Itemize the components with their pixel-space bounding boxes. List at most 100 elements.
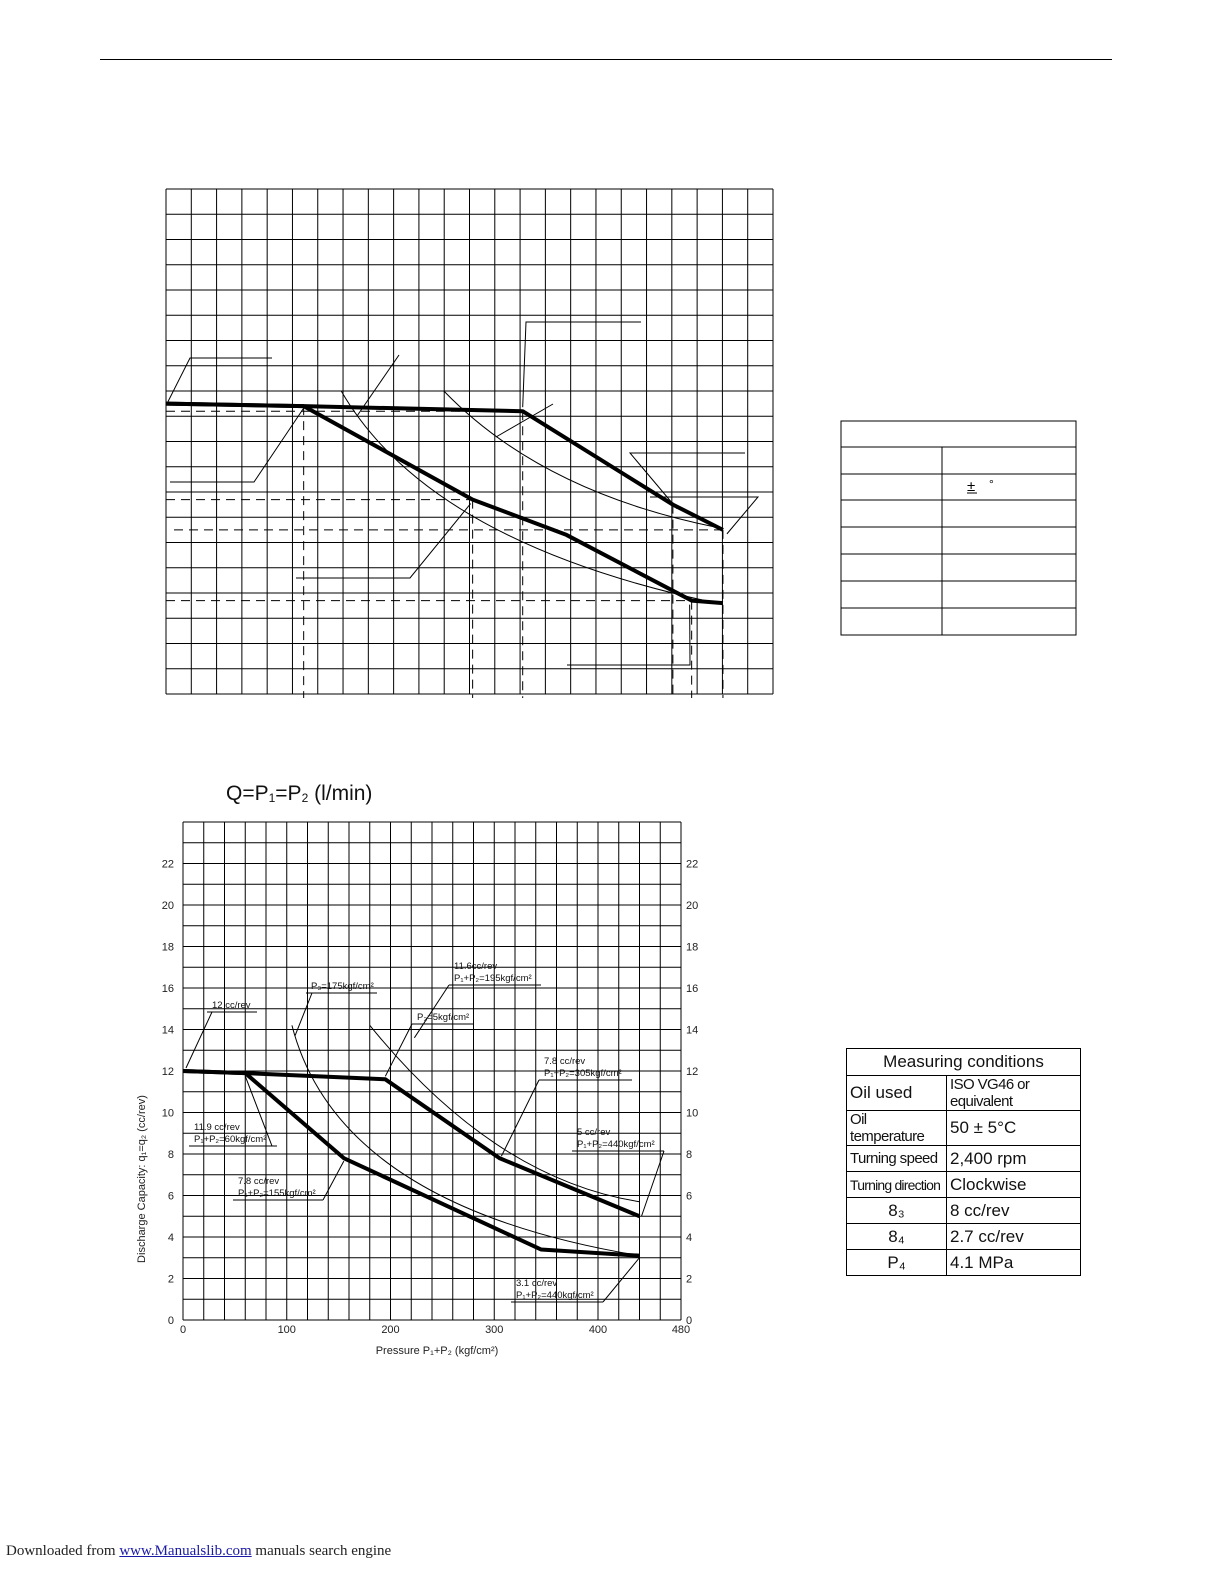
y-tick-label: 4 bbox=[168, 1232, 174, 1244]
row-value: 8 cc/rev bbox=[946, 1197, 1081, 1224]
footer-prefix: Downloaded from bbox=[6, 1543, 120, 1559]
x-tick-label: 0 bbox=[180, 1324, 186, 1336]
y-tick-label: 6 bbox=[168, 1191, 174, 1203]
callout-text: P₃=5kgf/cm² bbox=[417, 1012, 469, 1023]
y-tick-label-right: 0 bbox=[686, 1315, 692, 1327]
callout-text: 7.8 cc/rev bbox=[544, 1056, 585, 1067]
callout-leader bbox=[413, 984, 450, 1039]
header-rule bbox=[100, 59, 1112, 60]
x-tick-label: 300 bbox=[485, 1324, 503, 1336]
degree-symbol: ° bbox=[989, 477, 994, 491]
chart-2-callouts: 12 cc/rev P₃=175kgf/cm² 11.6cc/revP₁+P₂=19… bbox=[185, 961, 665, 1303]
x-tick-label: 100 bbox=[278, 1324, 296, 1336]
y-tick-label: 12 bbox=[162, 1066, 174, 1078]
y-tick-label-right: 12 bbox=[686, 1066, 698, 1078]
table-row: 8₄ 2.7 cc/rev bbox=[846, 1223, 1081, 1250]
chart-1-series bbox=[165, 401, 724, 606]
callout-leader bbox=[567, 604, 691, 666]
thin-curve bbox=[369, 1025, 640, 1203]
y-tick-label-right: 2 bbox=[686, 1274, 692, 1286]
y-tick-label: 16 bbox=[162, 983, 174, 995]
chart-1-thin-curves bbox=[340, 390, 717, 604]
y-tick-label-right: 18 bbox=[686, 942, 698, 954]
table-row: Oil used ISO VG46 or equivalent bbox=[846, 1075, 1081, 1111]
row-label: 8₄ bbox=[846, 1223, 947, 1250]
chart-2-title: Q=P1=P2 (l/min) bbox=[226, 782, 373, 805]
thin-curve bbox=[443, 390, 717, 528]
row-value: 50 ± 5°C bbox=[946, 1110, 1081, 1146]
x-axis-label: Pressure P₁+P₂ (kgf/cm²) bbox=[376, 1345, 499, 1357]
callout-leader bbox=[628, 452, 745, 509]
callout-text: 11.6cc/rev bbox=[454, 961, 497, 972]
callout-leader bbox=[495, 403, 554, 438]
callout-leader bbox=[641, 1150, 665, 1217]
callout-text: P₃=175kgf/cm² bbox=[311, 981, 374, 992]
callout-text: P₁+P₂=155kgf/cm² bbox=[238, 1188, 316, 1199]
y-tick-label: 2 bbox=[168, 1274, 174, 1286]
y-axis-label: Discharge Capacity: q₁=q₂ (cc/rev) bbox=[136, 1095, 148, 1263]
row-label: Turning direction bbox=[846, 1171, 947, 1198]
series-line bbox=[165, 401, 724, 606]
callout-text: P₁+P₂=440kgf/cm² bbox=[516, 1290, 594, 1301]
callout-leader bbox=[384, 1023, 413, 1077]
plus-minus-symbol: ± bbox=[967, 478, 975, 495]
chart-2-thin-curves bbox=[291, 1025, 640, 1257]
callout-text: P₁+P₂=305kgf/cm² bbox=[544, 1068, 622, 1079]
y-tick-label: 0 bbox=[168, 1315, 174, 1327]
y-tick-label: 8 bbox=[168, 1149, 174, 1161]
callout-text: 7.8 cc/rev bbox=[238, 1176, 279, 1187]
y-tick-label: 14 bbox=[162, 1025, 174, 1037]
chart-1-guides bbox=[166, 406, 724, 698]
y-tick-label-right: 14 bbox=[686, 1025, 698, 1037]
callout-leader bbox=[522, 321, 641, 408]
footer: Downloaded from www.Manualslib.com manua… bbox=[6, 1543, 391, 1560]
measuring-conditions-table: Measuring conditions Oil used ISO VG46 o… bbox=[846, 1048, 1081, 1276]
manualslib-link[interactable]: www.Manualslib.com bbox=[119, 1543, 252, 1559]
callout-leader bbox=[602, 1257, 640, 1303]
footer-suffix: manuals search engine bbox=[251, 1543, 392, 1559]
x-tick-label: 480 bbox=[672, 1324, 690, 1336]
row-label: Turning speed bbox=[846, 1145, 947, 1172]
callout-leader bbox=[356, 354, 400, 417]
y-tick-label: 22 bbox=[162, 859, 174, 871]
y-tick-label: 10 bbox=[162, 1108, 174, 1120]
table-row: Turning speed 2,400 rpm bbox=[846, 1145, 1081, 1172]
table-row: 8₃ 8 cc/rev bbox=[846, 1197, 1081, 1224]
y-tick-label-right: 8 bbox=[686, 1149, 692, 1161]
y-tick-label: 20 bbox=[162, 900, 174, 912]
callout-text: 3.1 cc/rev bbox=[516, 1278, 557, 1289]
row-value: 4.1 MPa bbox=[946, 1249, 1081, 1276]
callout-leader bbox=[167, 357, 272, 402]
row-value: Clockwise bbox=[946, 1171, 1081, 1198]
callout-leader bbox=[650, 496, 760, 535]
callout-leader bbox=[185, 1011, 213, 1069]
series-line bbox=[182, 1069, 640, 1258]
chart-1 bbox=[165, 188, 774, 698]
x-tick-label: 200 bbox=[381, 1324, 399, 1336]
callout-leader bbox=[170, 407, 305, 483]
y-tick-label-right: 16 bbox=[686, 983, 698, 995]
chart-2-series bbox=[182, 1069, 641, 1258]
callout-text: 11.9 cc/rev bbox=[194, 1122, 240, 1133]
callout-text: 5 cc/rev bbox=[577, 1127, 611, 1138]
row-label: Oil temperature bbox=[846, 1110, 947, 1146]
row-value: ISO VG46 or equivalent bbox=[946, 1075, 1081, 1111]
row-label: P₄ bbox=[846, 1249, 947, 1276]
row-value: 2,400 rpm bbox=[946, 1145, 1081, 1172]
table-row: Oil temperature 50 ± 5°C bbox=[846, 1110, 1081, 1146]
chart-1-grid bbox=[165, 188, 774, 695]
callout-leader bbox=[296, 503, 472, 579]
chart-1-callouts bbox=[167, 321, 760, 666]
thin-curve bbox=[291, 1025, 640, 1257]
callout-text: P₁+P₂=440kgf/cm² bbox=[577, 1139, 655, 1150]
conditions-table-blank: ± ° bbox=[840, 420, 1077, 636]
row-label: 8₃ bbox=[846, 1197, 947, 1224]
callout-leader bbox=[322, 1160, 345, 1201]
y-tick-label-right: 4 bbox=[686, 1232, 692, 1244]
thin-curve bbox=[340, 390, 717, 604]
x-tick-label: 400 bbox=[589, 1324, 607, 1336]
table-row: P₄ 4.1 MPa bbox=[846, 1249, 1081, 1276]
callout-leader bbox=[244, 1075, 273, 1147]
